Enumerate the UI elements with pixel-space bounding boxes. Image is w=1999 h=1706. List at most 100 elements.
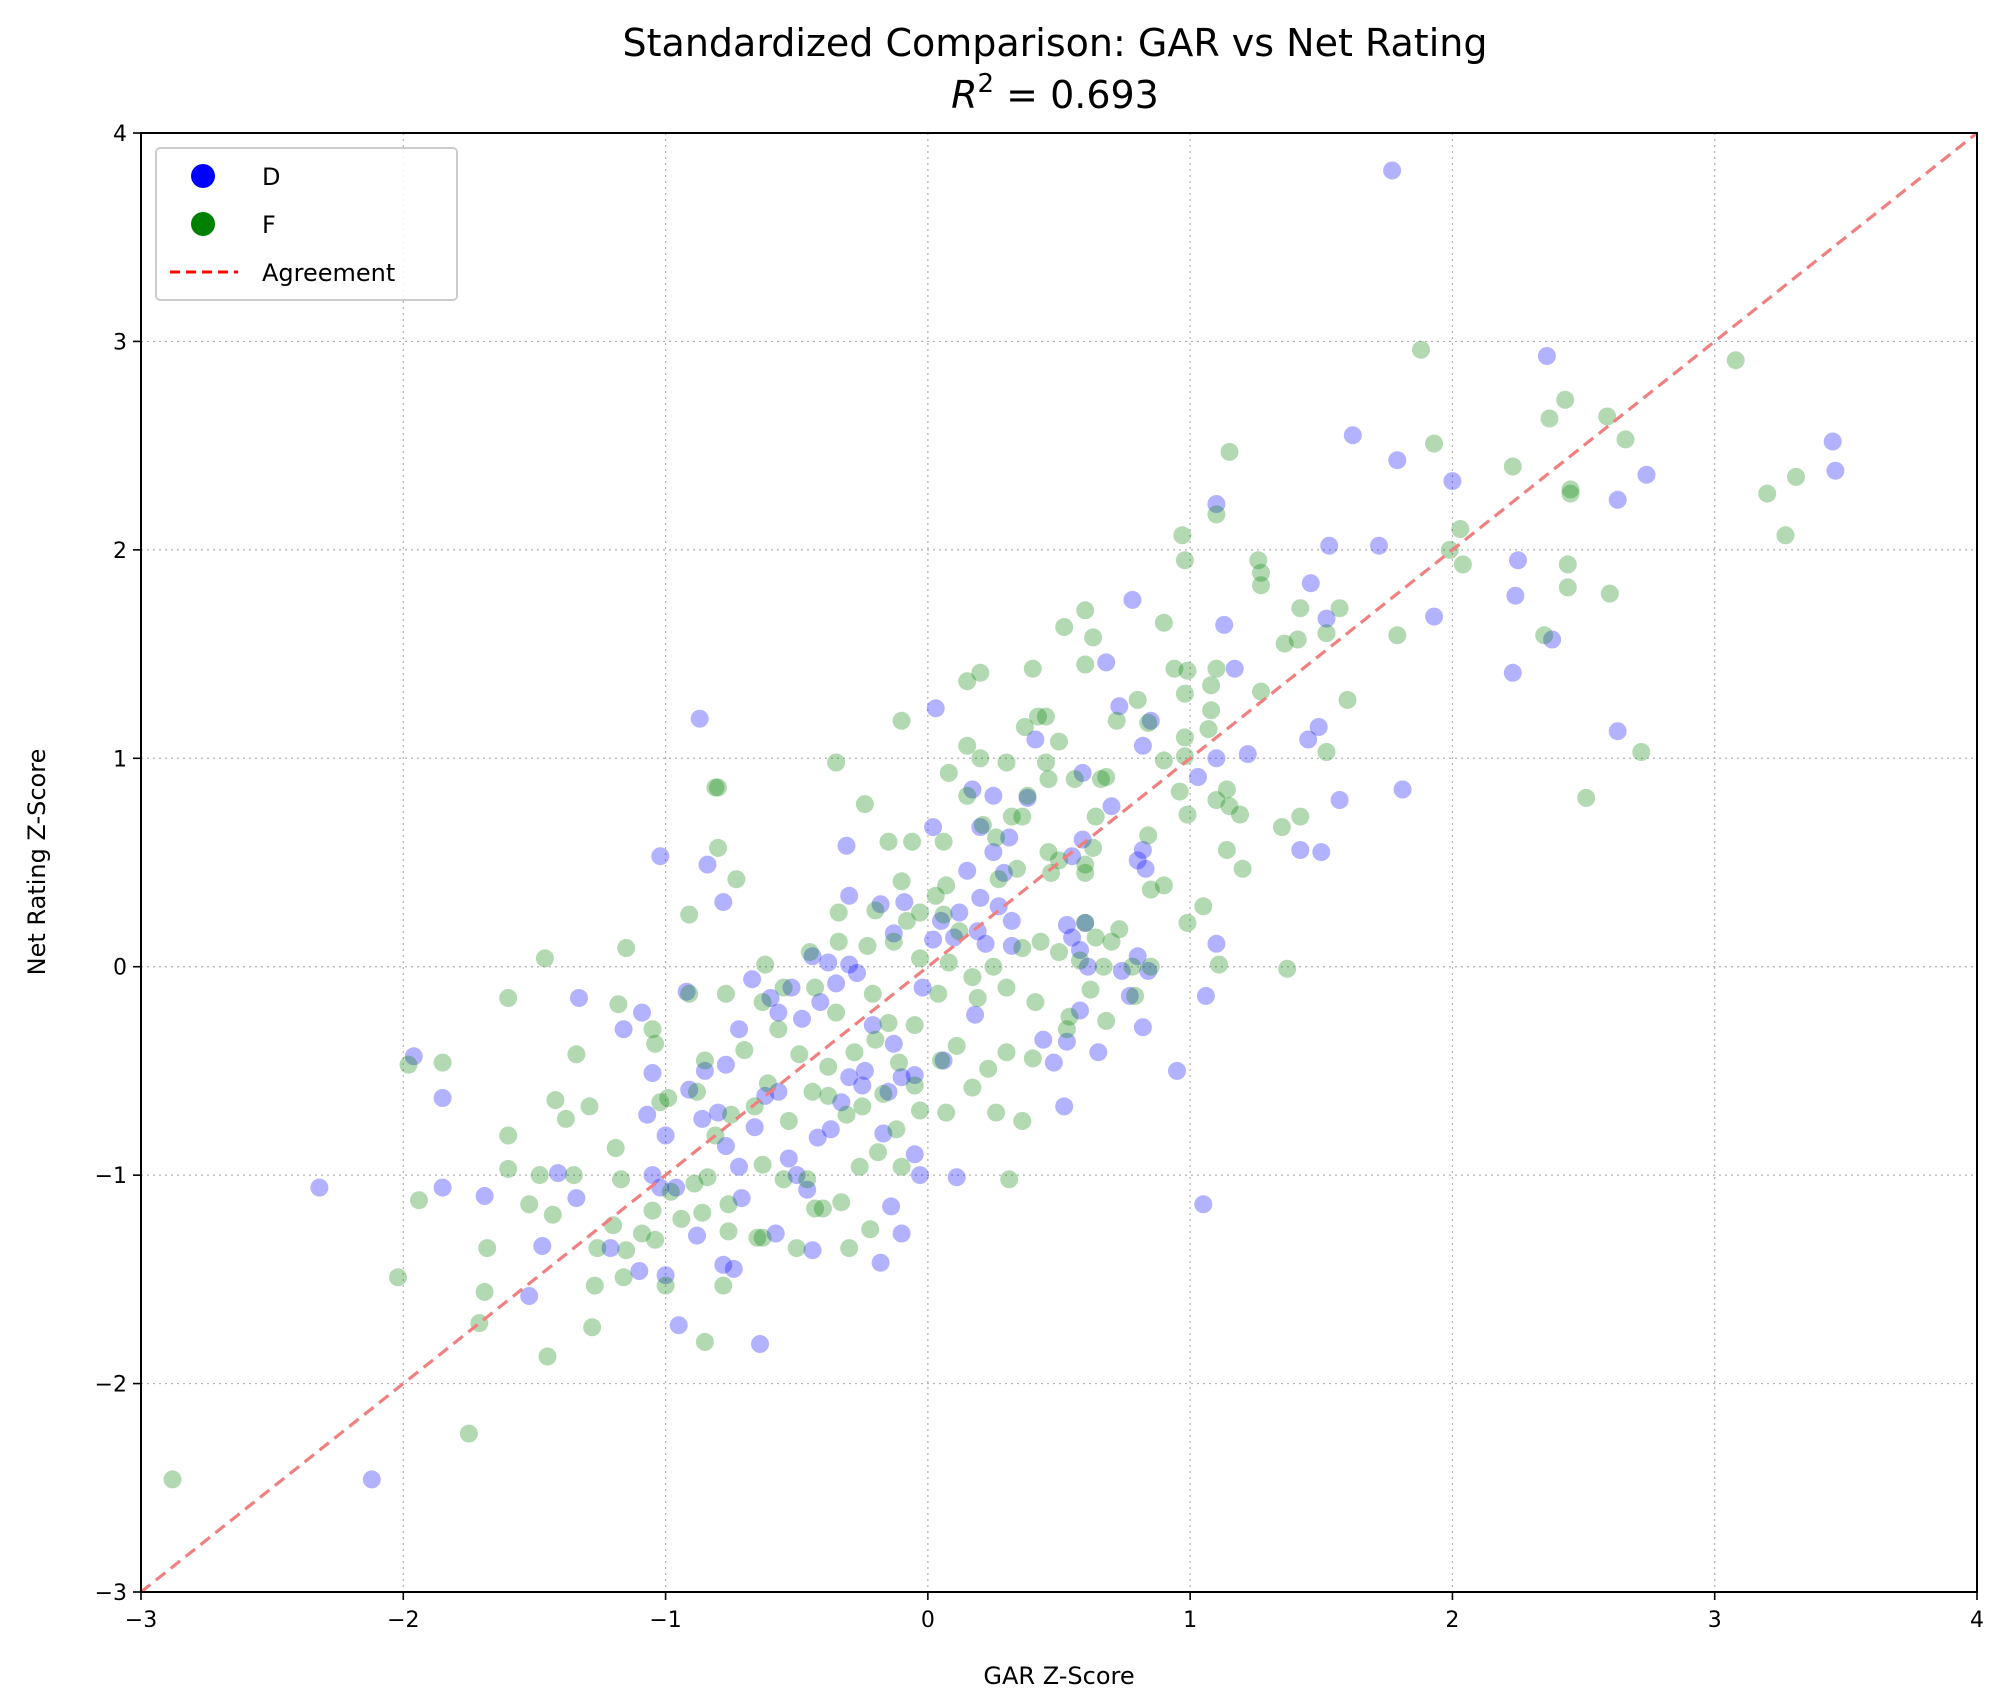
point-f bbox=[987, 828, 1006, 847]
point-d bbox=[1057, 916, 1076, 934]
point-f bbox=[1071, 951, 1089, 970]
point-f bbox=[1535, 626, 1554, 645]
point-f bbox=[911, 903, 929, 922]
point-f bbox=[1076, 863, 1095, 882]
point-d bbox=[947, 1168, 966, 1187]
point-d bbox=[716, 1137, 735, 1155]
point-d bbox=[1343, 426, 1362, 445]
point-f bbox=[585, 1276, 604, 1295]
point-d bbox=[404, 1047, 423, 1066]
point-f bbox=[1039, 843, 1058, 862]
point-d bbox=[994, 863, 1013, 882]
point-d bbox=[475, 1187, 494, 1205]
point-f bbox=[617, 1241, 636, 1260]
point-f bbox=[1388, 626, 1407, 645]
point-f bbox=[633, 1224, 651, 1243]
point-d bbox=[976, 934, 995, 953]
point-f bbox=[1440, 540, 1459, 559]
y-tick-label: 4 bbox=[113, 122, 127, 147]
point-f bbox=[1141, 957, 1160, 976]
point-f bbox=[1139, 713, 1158, 732]
point-f bbox=[1776, 526, 1795, 545]
point-d bbox=[1073, 830, 1092, 849]
point-f bbox=[1175, 551, 1194, 570]
point-f bbox=[475, 1282, 494, 1301]
point-d bbox=[1383, 161, 1402, 180]
point-d bbox=[871, 1253, 890, 1272]
point-d bbox=[932, 911, 950, 930]
point-d bbox=[724, 1259, 743, 1278]
point-f bbox=[863, 984, 882, 1003]
point-d bbox=[667, 1178, 686, 1197]
point-f bbox=[892, 711, 911, 730]
point-d bbox=[751, 1335, 769, 1353]
point-d bbox=[1291, 841, 1310, 859]
point-f bbox=[1291, 599, 1310, 618]
point-d bbox=[882, 1197, 901, 1216]
point-f bbox=[1217, 841, 1236, 859]
point-f bbox=[1076, 855, 1095, 874]
chart-title: Standardized Comparison: GAR vs Net Rati… bbox=[623, 21, 1488, 65]
point-f bbox=[646, 1230, 665, 1249]
point-f bbox=[827, 1003, 846, 1022]
y-tick-label: −3 bbox=[95, 1581, 127, 1606]
point-f bbox=[604, 1216, 623, 1235]
point-f bbox=[753, 1228, 772, 1247]
x-tick-label: −1 bbox=[649, 1608, 681, 1633]
point-f bbox=[779, 1112, 798, 1130]
point-d bbox=[1189, 768, 1207, 786]
point-d bbox=[1330, 791, 1349, 809]
point-d bbox=[651, 847, 670, 866]
point-d bbox=[730, 1020, 748, 1039]
point-f bbox=[745, 1097, 764, 1116]
point-f bbox=[716, 984, 735, 1003]
point-d bbox=[971, 818, 990, 837]
point-f bbox=[606, 1139, 625, 1157]
point-f bbox=[813, 1199, 832, 1218]
point-f bbox=[530, 1166, 549, 1185]
point-f bbox=[1128, 690, 1147, 709]
point-d bbox=[848, 964, 866, 982]
x-tick-label: −2 bbox=[387, 1608, 419, 1633]
subtitle-exponent: 2 bbox=[978, 69, 995, 99]
point-f bbox=[1023, 659, 1042, 678]
point-d bbox=[966, 1005, 985, 1024]
data-points bbox=[163, 161, 1845, 1489]
point-f bbox=[719, 1195, 738, 1214]
point-f bbox=[997, 978, 1016, 997]
point-d bbox=[433, 1178, 452, 1197]
x-tick-label: 0 bbox=[921, 1608, 935, 1633]
point-f bbox=[1175, 728, 1194, 747]
point-f bbox=[947, 1036, 966, 1055]
point-f bbox=[932, 1051, 950, 1070]
point-f bbox=[646, 1034, 665, 1053]
point-d bbox=[808, 1128, 827, 1147]
point-f bbox=[874, 1084, 893, 1103]
point-f bbox=[968, 989, 987, 1007]
point-f bbox=[1126, 986, 1145, 1005]
point-f bbox=[709, 838, 727, 857]
point-d bbox=[905, 1066, 924, 1085]
point-f bbox=[866, 1030, 885, 1049]
point-f bbox=[1425, 434, 1444, 453]
point-f bbox=[1288, 630, 1307, 649]
point-f bbox=[819, 1057, 838, 1076]
point-d bbox=[1078, 957, 1097, 976]
point-f bbox=[1412, 340, 1430, 359]
point-f bbox=[790, 1045, 809, 1064]
point-f bbox=[1558, 555, 1577, 574]
point-f bbox=[1065, 770, 1084, 789]
point-d bbox=[840, 886, 859, 905]
y-axis-ticks: −3 −2 −1 0 1 2 3 4 bbox=[95, 122, 141, 1606]
point-f bbox=[1154, 613, 1173, 632]
point-f bbox=[753, 993, 772, 1012]
point-f bbox=[612, 1170, 630, 1189]
point-f bbox=[1202, 676, 1221, 695]
point-f bbox=[693, 1203, 712, 1222]
point-f bbox=[1178, 661, 1197, 680]
point-f bbox=[1252, 576, 1270, 595]
legend-label-d: D bbox=[262, 163, 280, 191]
point-f bbox=[1102, 932, 1121, 951]
point-f bbox=[887, 1120, 906, 1139]
point-f bbox=[1107, 711, 1126, 730]
